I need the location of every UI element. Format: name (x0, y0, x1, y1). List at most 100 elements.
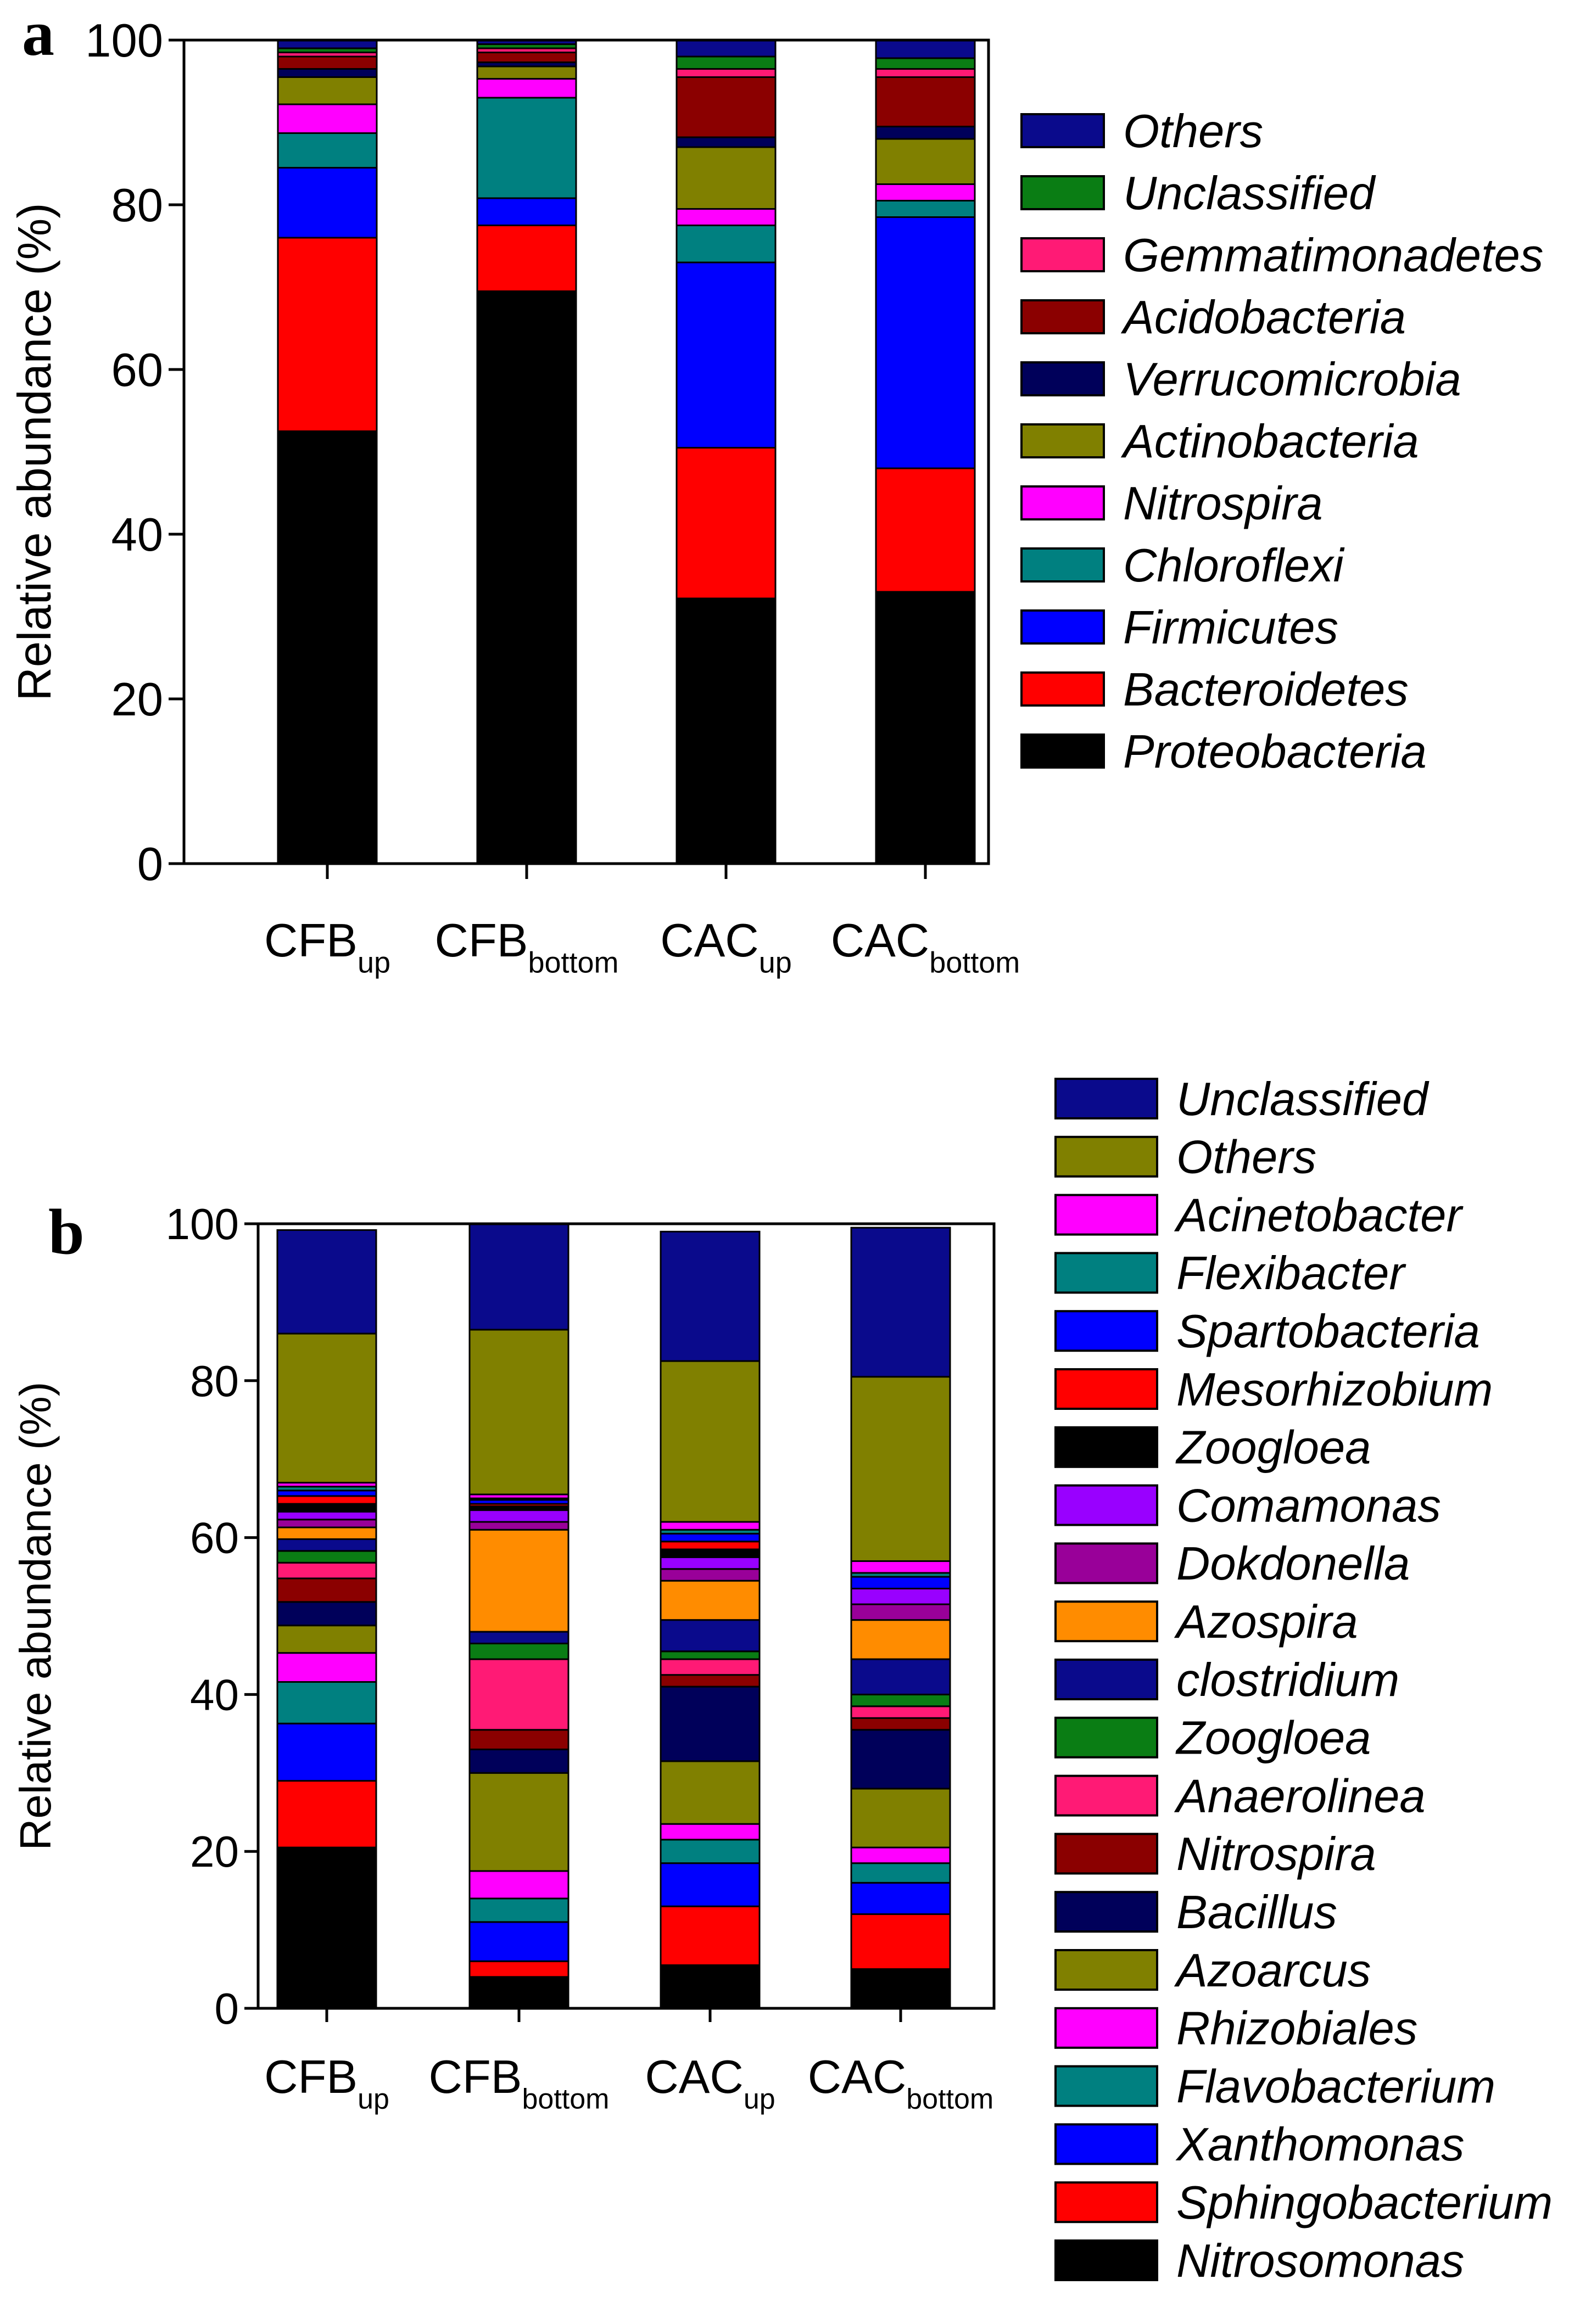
bar-segment-nitrosomonas-cfb-bottom (468, 1976, 570, 2009)
legend-label-flexibacter: Flexibacter (1176, 1247, 1406, 1300)
legend-swatch-spartobacteria (1054, 1310, 1158, 1352)
bar-segment-azoarcus-cac-bottom (850, 1788, 951, 1849)
bar-segment-actinobacteria-cfb-bottom (476, 65, 577, 80)
bar-segment-clostridium-cac-up (660, 1619, 761, 1653)
x-category-label: CACbottom (808, 2051, 993, 2115)
legend-swatch-zoogloea (1054, 1426, 1158, 1468)
legend-label-bacillus: Bacillus (1176, 1886, 1337, 1939)
legend-swatch-firmicutes (1020, 609, 1105, 645)
x-category-subscript: bottom (929, 947, 1020, 979)
bar-segment-verrucomicrobia-cac-bottom (875, 126, 976, 140)
bar-segment-acidobacteria-cac-up (675, 76, 777, 138)
bar-segment-spartobacteria-cfb-up (276, 1489, 377, 1497)
bar-segment-comamonas-cac-up (660, 1556, 761, 1570)
bar-segment-anaerolinea-cfb-up (276, 1561, 377, 1580)
plot-frame (256, 1222, 996, 2010)
bar-segment-anaerolinea-cac-up (660, 1658, 761, 1676)
bar-segment-nitrospira-cfb-up (277, 103, 378, 134)
bar-segment-unclassified-cac-bottom (875, 57, 976, 70)
bar-segment-acidobacteria-cac-bottom (875, 76, 976, 127)
bar-segment-verrucomicrobia-cfb-up (277, 68, 378, 78)
bar-segment-flavobacterium-cfb-up (276, 1681, 377, 1724)
panel-label: a (22, 0, 54, 69)
bar-segment-proteobacteria-cfb-bottom (476, 290, 577, 865)
y-tick-label: 40 (111, 509, 163, 561)
legend-label-clostridium: clostridium (1176, 1654, 1399, 1706)
bar-segment-azospira-cfb-bottom (468, 1528, 570, 1633)
y-tick-label: 60 (111, 344, 163, 396)
bar-segment-others-cfb-bottom (468, 1329, 570, 1496)
x-category-main: CAC (660, 915, 758, 967)
legend-swatch-nitrospira (1020, 485, 1105, 520)
legend-label-comamonas: Comamonas (1176, 1480, 1441, 1532)
legend-label-others: Others (1176, 1132, 1316, 1184)
legend-label-anaerolinea: Anaerolinea (1174, 1770, 1426, 1822)
bar-segment-clostridium-cac-bottom (850, 1658, 951, 1695)
bar-segment-rhizobiales-cac-bottom (850, 1846, 951, 1864)
legend-label-nitrosomonas: Nitrosomonas (1176, 2235, 1464, 2287)
bar-segment-azospira-cfb-up (276, 1526, 377, 1540)
bar-segment-unclassified-cac-up (675, 55, 777, 70)
panel-label: b (48, 1196, 85, 1268)
legend-swatch-azospira (1054, 1600, 1158, 1643)
bar-segment-firmicutes-cfb-bottom (476, 197, 577, 226)
bar-segment-zoogloea-cfb-up (276, 1503, 377, 1513)
bar-segment-proteobacteria-cfb-up (277, 430, 378, 865)
bar-segment-nitrospira-cac-bottom (875, 183, 976, 201)
x-category-subscript: up (744, 2084, 775, 2115)
bar-segment-nitrospira-cac-up (675, 208, 777, 226)
x-category-subscript: up (358, 2084, 389, 2115)
legend-label-zoogloea: Zoogloea (1175, 1422, 1371, 1474)
legend-swatch-clostridium (1054, 1659, 1158, 1700)
legend-label-gemmatimonadetes: Gemmatimonadetes (1123, 229, 1543, 282)
bar-segment-bacillus-cfb-bottom (468, 1748, 570, 1774)
bar-segment-dokdonella-cac-up (660, 1568, 761, 1582)
bar-segment-proteobacteria-cac-bottom (875, 591, 976, 865)
bar-segment-xanthomonas-cfb-up (276, 1722, 377, 1782)
x-category-label: CFBup (264, 2051, 389, 2115)
legend-swatch-gemmatimonadetes (1020, 237, 1105, 272)
bar-segment-chloroflexi-cac-up (675, 225, 777, 264)
bar-segment-rhizobiales-cac-up (660, 1823, 761, 1841)
legend-swatch-azoarcus (1054, 1949, 1158, 1991)
bar-segment-others-cac-bottom (850, 1376, 951, 1562)
legend-label-sphingobacterium: Sphingobacterium (1176, 2177, 1553, 2229)
bar-segment-mesorhizobium-cac-up (660, 1541, 761, 1550)
x-category-label: CFBup (264, 915, 390, 979)
bar-segment-spartobacteria-cac-up (660, 1532, 761, 1543)
bar-segment-zoogloea-cac-bottom (850, 1693, 951, 1707)
bar-segment-chloroflexi-cfb-up (277, 132, 378, 169)
legend-swatch-zoogloea (1054, 1716, 1158, 1759)
bar-segment-clostridium-cfb-up (276, 1538, 377, 1552)
bar-segment-dokdonella-cac-bottom (850, 1603, 951, 1621)
legend-swatch-chloroflexi (1020, 547, 1105, 583)
bar-segment-unclassified-cac-up (660, 1230, 761, 1362)
legend-swatch-anaerolinea (1054, 1774, 1158, 1817)
bar-segment-bacillus-cfb-up (276, 1601, 377, 1627)
bar-segment-bacteroidetes-cfb-bottom (476, 225, 577, 292)
legend-swatch-flexibacter (1054, 1252, 1158, 1294)
bar-segment-xanthomonas-cac-up (660, 1862, 761, 1907)
bar-segment-sphingobacterium-cac-up (660, 1905, 761, 1966)
y-axis-title: Relative abundance (%) (11, 1382, 60, 1851)
legend-label-acidobacteria: Acidobacteria (1120, 292, 1406, 344)
bar-segment-unclassified-cfb-up (276, 1229, 377, 1335)
bar-segment-gemmatimonadetes-cac-up (675, 68, 777, 78)
legend: Others Unclassified Gemmatimonadetes Acidob… (1020, 105, 1543, 778)
legend-swatch-others (1054, 1135, 1158, 1178)
legend-label-rhizobiales: Rhizobiales (1176, 2003, 1417, 2055)
bar-segment-chloroflexi-cfb-bottom (476, 97, 577, 199)
bar-segment-unclassified-cac-bottom (850, 1227, 951, 1378)
legend-swatch-comamonas (1054, 1484, 1158, 1526)
bar-segment-nitrosomonas-cfb-up (276, 1846, 377, 2009)
bar-segment-comamonas-cac-bottom (850, 1587, 951, 1605)
bar-segment-flavobacterium-cfb-bottom (468, 1897, 570, 1923)
x-category-subscript: bottom (528, 947, 618, 979)
bar-segment-nitrospira-cfb-up (276, 1577, 377, 1603)
bar-segment-flavobacterium-cac-up (660, 1839, 761, 1864)
legend-label-unclassified: Unclassified (1123, 167, 1376, 220)
bar-segment-zoogloea-cac-up (660, 1650, 761, 1660)
bar-segment-sphingobacterium-cfb-bottom (468, 1960, 570, 1978)
